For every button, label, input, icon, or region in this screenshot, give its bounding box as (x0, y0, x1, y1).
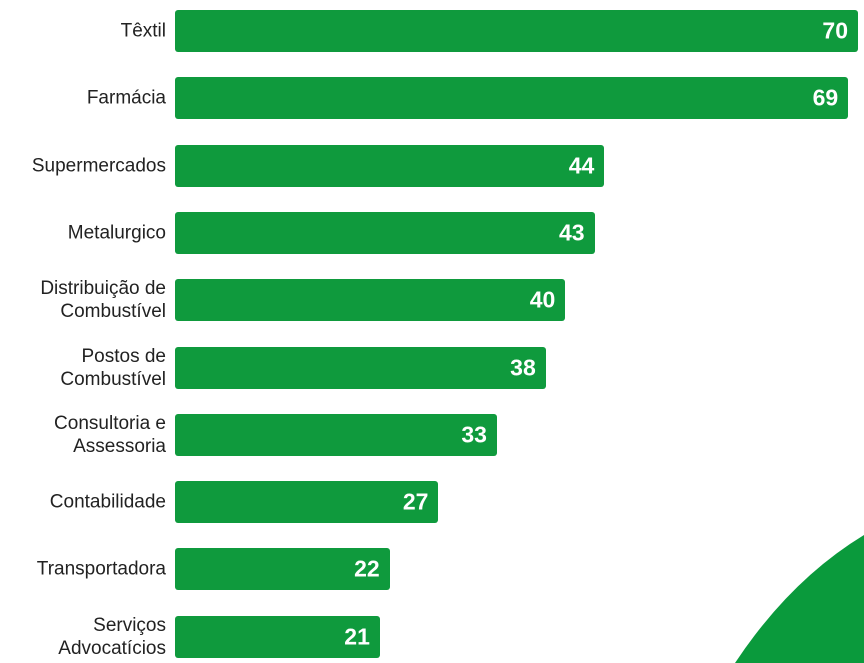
bar: 44 (175, 144, 605, 187)
bar: 27 (175, 481, 439, 524)
value-label: 38 (510, 354, 536, 380)
value-label: 70 (822, 17, 848, 44)
category-label: Serviços Advocatícios (58, 614, 166, 659)
bar: 38 (175, 346, 546, 389)
bar: 70 (175, 10, 858, 52)
bar: 69 (175, 77, 849, 120)
category-label: Postos de Combustível (60, 345, 166, 390)
category-label: Transportadora (36, 558, 166, 580)
value-label: 21 (344, 623, 370, 650)
value-label: 40 (529, 286, 556, 313)
bar: 40 (175, 279, 566, 322)
value-label: 22 (354, 555, 380, 582)
category-label: Consultoria e Assessoria (54, 412, 166, 457)
value-label: 33 (461, 421, 487, 448)
category-label: Farmácia (86, 87, 166, 109)
value-label: 44 (568, 152, 595, 179)
category-label: Supermercados (31, 155, 166, 177)
category-label: Têxtil (120, 20, 166, 42)
bar: 22 (175, 548, 390, 591)
value-label: 27 (402, 488, 429, 515)
category-label: Contabilidade (49, 491, 166, 513)
bar: 33 (175, 413, 497, 456)
category-label: Metalurgico (67, 222, 166, 244)
value-label: 69 (812, 84, 839, 111)
bar: 43 (175, 211, 595, 254)
bar: 21 (175, 615, 380, 658)
value-label: 43 (558, 219, 585, 246)
corner-shape (735, 535, 864, 663)
category-label: Distribuição de Combustível (40, 278, 166, 323)
